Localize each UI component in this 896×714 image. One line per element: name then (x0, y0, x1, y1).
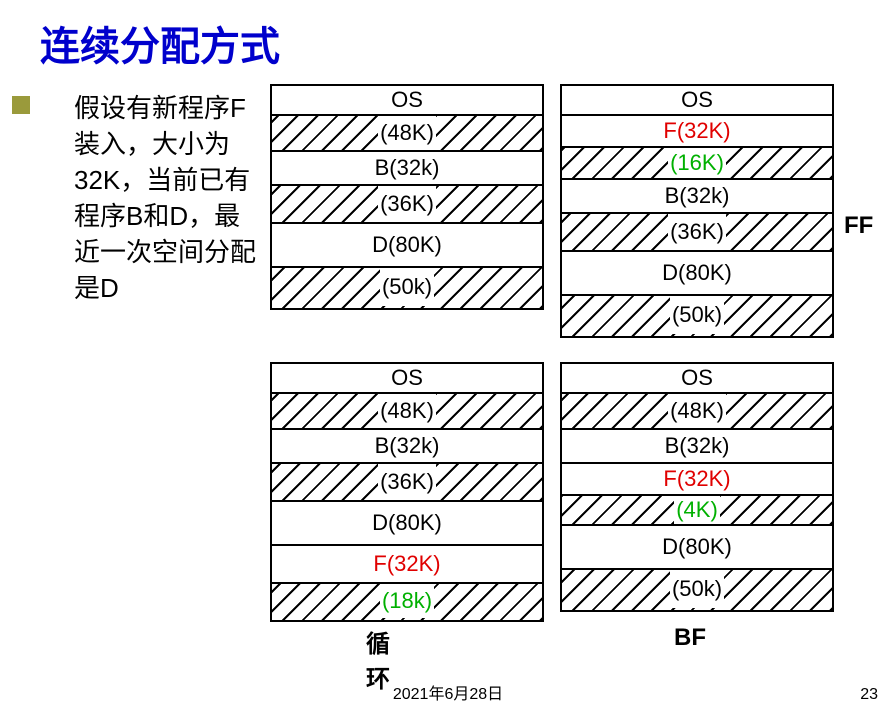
memory-row-label: F(32K) (373, 551, 440, 576)
memory-row-label: D(80K) (662, 260, 732, 285)
memory-initial: OS (48K) B(32k) (36K) D(80K) (50k) (270, 84, 544, 310)
memory-row: (4K) (562, 496, 832, 526)
slide-title: 连续分配方式 (40, 14, 280, 72)
memory-row-label: (48K) (378, 394, 436, 428)
memory-row-label: (50k) (670, 570, 724, 608)
memory-row-label: (36K) (378, 464, 436, 500)
memory-row: OS (562, 86, 832, 116)
memory-row-label: (16K) (668, 148, 726, 178)
body-text: 假设有新程序F装入，大小为32K，当前已有程序B和D，最近一次空间分配是D (74, 90, 264, 306)
memory-row-label: (50k) (380, 268, 434, 306)
memory-row-label: D(80K) (662, 534, 732, 559)
memory-row: D(80K) (272, 502, 542, 546)
memory-row: (48K) (272, 116, 542, 152)
memory-row: B(32k) (272, 430, 542, 464)
memory-row-label: (36K) (668, 214, 726, 250)
memory-row-label: B(32k) (665, 183, 730, 208)
memory-ff: OS F(32K) (16K) B(32k) (36K) D(80K) (50k) (560, 84, 834, 338)
memory-row: OS (272, 86, 542, 116)
memory-row: F(32K) (562, 464, 832, 496)
memory-row: OS (562, 364, 832, 394)
memory-row-label: F(32K) (663, 118, 730, 143)
label-ff: FF (844, 212, 873, 240)
memory-row: OS (272, 364, 542, 394)
memory-row: (48K) (272, 394, 542, 430)
memory-row: D(80K) (272, 224, 542, 268)
memory-row-label: OS (681, 365, 713, 390)
memory-row-label: D(80K) (372, 510, 442, 535)
memory-row: B(32k) (562, 180, 832, 214)
memory-row-label: (48K) (668, 394, 726, 428)
memory-row-label: (36K) (378, 186, 436, 222)
memory-row: B(32k) (562, 430, 832, 464)
memory-row: F(32K) (272, 546, 542, 584)
memory-row-label: (18k) (380, 584, 434, 618)
memory-row-label: B(32k) (665, 433, 730, 458)
bullet-icon (12, 96, 30, 114)
memory-row: (50k) (562, 570, 832, 610)
memory-loop: OS (48K) B(32k) (36K) D(80K) F(32K) (18k) (270, 362, 544, 622)
memory-row: (48K) (562, 394, 832, 430)
memory-row: (50k) (562, 296, 832, 336)
label-bf: BF (674, 624, 706, 652)
memory-row: (36K) (272, 464, 542, 502)
memory-row-label: B(32k) (375, 155, 440, 180)
memory-row: (36K) (272, 186, 542, 224)
memory-row-label: D(80K) (372, 232, 442, 257)
memory-bf: OS (48K) B(32k) F(32K) (4K) D(80K) (50k) (560, 362, 834, 612)
memory-row: (18k) (272, 584, 542, 620)
page-number: 23 (860, 686, 878, 704)
memory-row: (36K) (562, 214, 832, 252)
memory-row: (16K) (562, 148, 832, 180)
memory-row: B(32k) (272, 152, 542, 186)
memory-row: F(32K) (562, 116, 832, 148)
memory-row-label: (48K) (378, 116, 436, 150)
memory-row: D(80K) (562, 526, 832, 570)
memory-row: (50k) (272, 268, 542, 308)
memory-row: D(80K) (562, 252, 832, 296)
memory-row-label: (4K) (674, 496, 720, 524)
memory-row-label: F(32K) (663, 466, 730, 491)
memory-row-label: B(32k) (375, 433, 440, 458)
memory-row-label: OS (681, 87, 713, 112)
memory-row-label: OS (391, 87, 423, 112)
memory-row-label: OS (391, 365, 423, 390)
footer-date: 2021年6月28日 (0, 680, 896, 704)
memory-row-label: (50k) (670, 296, 724, 334)
